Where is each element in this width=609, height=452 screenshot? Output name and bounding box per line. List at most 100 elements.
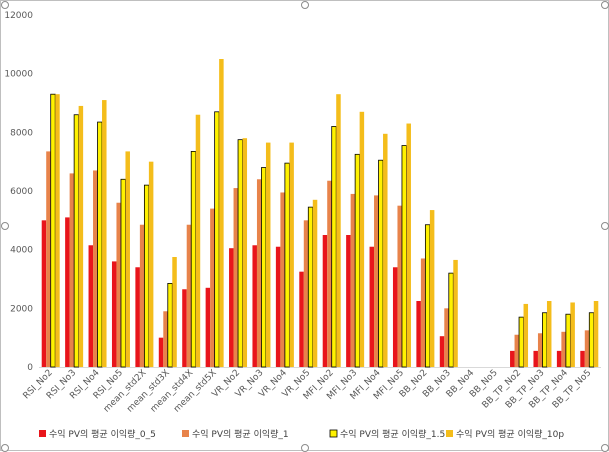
bar-MFI_No2-series-0[interactable] [322, 235, 328, 367]
resize-handle[interactable] [1, 222, 9, 230]
bar-BB_TP_No2-series-0[interactable] [510, 350, 515, 367]
bar-VR_No5-series-2[interactable] [307, 206, 314, 368]
bar-VR_No5-series-0[interactable] [299, 271, 304, 367]
bar-BB_No2-series-1[interactable] [420, 258, 426, 367]
resize-handle[interactable] [301, 444, 309, 452]
bar-mean_std5X-series-3[interactable] [219, 59, 224, 367]
bar-BB_No2-series-0[interactable] [416, 301, 421, 367]
bar-mean_std3X-series-3[interactable] [172, 257, 177, 367]
bar-VR_No3-series-2[interactable] [261, 167, 267, 368]
bar-VR_No4-series-0[interactable] [275, 246, 281, 367]
bar-RSI_No2-series-1[interactable] [46, 151, 51, 367]
bar-BB_TP_No3-series-3[interactable] [546, 301, 552, 367]
bar-VR_No2-series-0[interactable] [229, 248, 234, 367]
bar-mean_std2X-series-0[interactable] [135, 267, 140, 367]
bar-RSI_No2-series-2[interactable] [50, 93, 56, 368]
bar-RSI_No5-series-0[interactable] [111, 261, 117, 367]
bar-RSI_No4-series-3[interactable] [102, 100, 107, 367]
bar-RSI_No5-series-1[interactable] [116, 202, 121, 367]
bar-RSI_No3-series-1[interactable] [69, 173, 75, 367]
bar-BB_TP_No5-series-1[interactable] [584, 330, 590, 367]
resize-handle[interactable] [1, 444, 9, 452]
bar-RSI_No3-series-3[interactable] [78, 105, 84, 368]
bar-BB_TP_No4-series-2[interactable] [565, 313, 571, 368]
bar-RSI_No5-series-3[interactable] [125, 151, 130, 367]
bar-VR_No4-series-1[interactable] [280, 192, 285, 367]
bar-mean_std3X-series-0[interactable] [158, 337, 164, 367]
bar-BB_TP_No3-series-0[interactable] [533, 350, 538, 367]
bar-BB_No3-series-1[interactable] [444, 308, 449, 367]
bar-VR_No3-series-0[interactable] [252, 245, 257, 367]
bar-VR_No4-series-3[interactable] [289, 142, 294, 367]
bar-mean_std2X-series-1[interactable] [139, 224, 145, 367]
bar-MFI_No2-series-2[interactable] [331, 126, 337, 368]
bar-MFI_No5-series-3[interactable] [406, 123, 411, 367]
bar-BB_TP_No2-series-3[interactable] [523, 303, 529, 367]
bar-mean_std4X-series-3[interactable] [195, 114, 201, 367]
bar-RSI_No3-series-2[interactable] [73, 114, 80, 368]
legend[interactable]: 수익 PV의 평균 이익량_0_5 수익 PV의 평균 이익량_1 수익 PV의 평… [39, 428, 564, 440]
bar-mean_std5X-series-2[interactable] [214, 111, 220, 368]
bar-MFI_No2-series-3[interactable] [336, 94, 341, 367]
bar-MFI_No4-series-2[interactable] [378, 159, 384, 368]
bar-mean_std5X-series-1[interactable] [210, 208, 215, 367]
bar-RSI_No3-series-0[interactable] [65, 217, 70, 367]
bar-RSI_No5-series-2[interactable] [120, 178, 126, 368]
bar-VR_No5-series-1[interactable] [303, 220, 309, 367]
bar-BB_No3-series-2[interactable] [448, 272, 454, 368]
bar-mean_std2X-series-3[interactable] [148, 161, 154, 367]
bar-BB_TP_No2-series-1[interactable] [514, 334, 520, 367]
bar-mean_std4X-series-2[interactable] [190, 150, 197, 368]
bar-MFI_No3-series-1[interactable] [350, 193, 356, 367]
bar-mean_std4X-series-1[interactable] [186, 224, 192, 367]
bar-MFI_No5-series-2[interactable] [401, 145, 407, 368]
bar-BB_TP_No5-series-2[interactable] [588, 312, 595, 368]
bar-RSI_No4-series-0[interactable] [88, 245, 94, 367]
bar-mean_std3X-series-2[interactable] [167, 282, 173, 368]
bar-RSI_No2-series-0[interactable] [41, 220, 47, 367]
bar-MFI_No3-series-2[interactable] [354, 153, 361, 368]
bar-MFI_No4-series-1[interactable] [374, 195, 379, 367]
bar-BB_TP_No3-series-1[interactable] [537, 333, 543, 367]
bar-BB_No3-series-0[interactable] [439, 336, 445, 367]
bar-MFI_No2-series-1[interactable] [327, 180, 332, 367]
bar-RSI_No4-series-1[interactable] [93, 170, 98, 367]
bar-VR_No2-series-3[interactable] [242, 138, 248, 367]
bar-BB_TP_No4-series-3[interactable] [570, 302, 575, 367]
bar-MFI_No3-series-0[interactable] [346, 235, 351, 367]
bar-BB_No3-series-3[interactable] [453, 259, 458, 367]
bar-RSI_No2-series-3[interactable] [55, 94, 60, 367]
bar-BB_TP_No4-series-1[interactable] [561, 331, 566, 367]
bar-MFI_No5-series-1[interactable] [397, 205, 402, 367]
bar-BB_No2-series-3[interactable] [429, 210, 435, 367]
bar-MFI_No3-series-3[interactable] [359, 111, 365, 367]
resize-handle[interactable] [1, 1, 9, 9]
bar-VR_No2-series-2[interactable] [237, 139, 243, 368]
bar-VR_No4-series-2[interactable] [284, 162, 290, 368]
bar-MFI_No4-series-3[interactable] [383, 133, 388, 367]
bar-BB_TP_No5-series-3[interactable] [593, 301, 599, 367]
bar-MFI_No5-series-0[interactable] [392, 267, 398, 367]
bar-VR_No2-series-1[interactable] [233, 188, 239, 367]
bar-mean_std4X-series-0[interactable] [182, 289, 187, 367]
resize-handle[interactable] [301, 1, 309, 9]
resize-handle[interactable] [601, 222, 609, 230]
bar-BB_TP_No5-series-0[interactable] [580, 350, 585, 367]
y-tick-label: 8000 [10, 128, 33, 138]
bar-VR_No3-series-1[interactable] [256, 179, 262, 367]
bar-BB_TP_No3-series-2[interactable] [542, 312, 548, 368]
bar-BB_TP_No4-series-0[interactable] [556, 350, 562, 367]
resize-handle[interactable] [601, 1, 609, 9]
bar-BB_TP_No2-series-2[interactable] [518, 316, 524, 368]
bar-mean_std5X-series-0[interactable] [205, 287, 211, 367]
bar-RSI_No4-series-2[interactable] [97, 121, 103, 368]
bar-BB_No2-series-2[interactable] [424, 224, 431, 368]
bar-mean_std3X-series-1[interactable] [163, 311, 168, 367]
resize-handle[interactable] [601, 444, 609, 452]
bar-VR_No5-series-3[interactable] [312, 199, 318, 367]
bar-MFI_No4-series-0[interactable] [369, 246, 375, 367]
bar-VR_No3-series-3[interactable] [265, 142, 271, 367]
bar-mean_std2X-series-2[interactable] [143, 184, 150, 368]
